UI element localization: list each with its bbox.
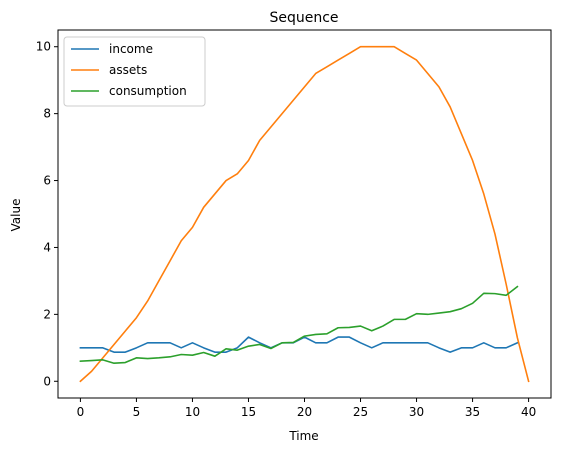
- y-tick-label: 6: [43, 174, 51, 188]
- y-tick-label: 10: [36, 40, 51, 54]
- x-tick-label: 0: [77, 405, 85, 419]
- series-line-consumption: [79, 285, 519, 365]
- y-tick-label: 0: [43, 374, 51, 388]
- y-axis-ticks: 0 2 4 6 8 10: [36, 40, 58, 388]
- chart-title: Sequence: [269, 10, 338, 26]
- y-tick-label: 2: [43, 307, 51, 321]
- x-tick-label: 35: [465, 405, 480, 419]
- x-tick-label: 5: [133, 405, 141, 419]
- x-tick-label: 40: [521, 405, 536, 419]
- y-tick-label: 8: [43, 107, 51, 121]
- series-line-assets: [79, 45, 530, 383]
- series-layer: [79, 45, 530, 383]
- y-tick-label: 4: [43, 240, 51, 254]
- y-axis-label: Value: [9, 199, 23, 232]
- x-axis-ticks: 0 5 10 15 20 25 30 35 40: [77, 398, 536, 419]
- x-tick-label: 20: [297, 405, 312, 419]
- x-tick-label: 15: [241, 405, 256, 419]
- legend-label-assets: assets: [109, 63, 147, 77]
- legend: income assets consumption: [63, 36, 206, 107]
- x-tick-label: 10: [185, 405, 200, 419]
- x-tick-label: 30: [409, 405, 424, 419]
- legend-box: [63, 36, 206, 107]
- x-tick-label: 25: [353, 405, 368, 419]
- legend-label-consumption: consumption: [109, 84, 187, 98]
- x-axis-label: Time: [288, 429, 318, 443]
- legend-label-income: income: [109, 42, 153, 56]
